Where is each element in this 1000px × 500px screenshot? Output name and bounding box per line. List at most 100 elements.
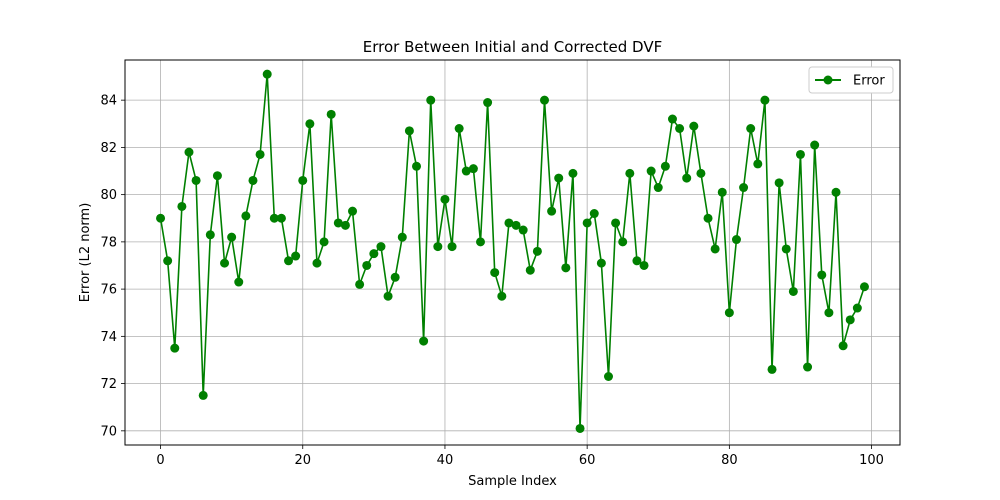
data-point [540, 95, 549, 105]
data-point [703, 213, 713, 223]
y-tick-label: 84 [100, 94, 117, 109]
data-point [454, 124, 464, 133]
data-point [412, 161, 422, 171]
data-point [220, 258, 230, 268]
data-point [845, 315, 855, 325]
data-point [269, 213, 279, 223]
data-point [440, 194, 450, 204]
data-point [355, 279, 365, 289]
data-point [831, 187, 841, 197]
data-point [255, 149, 265, 159]
data-point [575, 423, 585, 433]
data-point [262, 69, 272, 79]
data-point [625, 168, 635, 178]
y-tick-label: 78 [100, 235, 117, 250]
data-point [532, 246, 542, 256]
x-tick-label: 100 [859, 453, 884, 468]
data-point [205, 230, 215, 240]
data-point [767, 364, 777, 374]
data-point [568, 168, 578, 178]
plot-area-frame [124, 59, 901, 446]
data-point [724, 308, 734, 318]
data-point [497, 291, 507, 301]
data-point [419, 336, 429, 346]
data-point [383, 291, 393, 301]
data-point [476, 237, 485, 247]
data-point [582, 218, 592, 228]
data-point [426, 95, 436, 105]
y-tick-label: 72 [100, 377, 117, 392]
data-point [781, 244, 791, 254]
data-point [170, 343, 180, 353]
data-point [298, 175, 308, 185]
data-point [163, 256, 173, 266]
x-tick-label: 40 [437, 453, 454, 468]
data-point [717, 187, 727, 197]
data-point [667, 114, 677, 124]
data-point [547, 206, 557, 216]
data-point [397, 232, 407, 242]
data-point [177, 201, 187, 211]
x-tick-label: 60 [579, 453, 596, 468]
data-point [284, 256, 294, 266]
y-tick-label: 76 [100, 283, 117, 298]
legend-box [808, 66, 894, 94]
data-point [525, 265, 535, 275]
data-point [340, 220, 350, 230]
data-point [348, 206, 358, 216]
data-point [817, 270, 827, 280]
data-point [404, 126, 414, 136]
data-point [803, 362, 813, 372]
data-point [198, 390, 208, 400]
legend-marker-sample [823, 75, 833, 85]
data-point [774, 178, 784, 188]
series-error [156, 69, 869, 433]
data-point [660, 161, 670, 171]
x-tick-label: 0 [156, 453, 164, 468]
data-point [511, 220, 521, 230]
data-point [696, 168, 706, 178]
data-point [433, 242, 443, 252]
data-point [760, 95, 770, 105]
data-point [852, 303, 862, 313]
data-point [611, 218, 621, 228]
data-point [554, 173, 564, 183]
data-point [333, 218, 343, 228]
data-point [710, 244, 720, 254]
data-point [276, 213, 286, 223]
data-point [227, 232, 237, 242]
data-point [689, 121, 699, 131]
data-point [291, 251, 301, 261]
data-point [490, 268, 500, 278]
data-point [639, 260, 649, 270]
data-point [248, 175, 258, 185]
y-tick-label: 74 [100, 330, 117, 345]
x-axis-title: Sample Index [468, 474, 557, 489]
legend-entry-error: Error [853, 74, 885, 89]
data-point [312, 258, 322, 268]
y-tick-label: 82 [100, 141, 117, 156]
chart-title: Error Between Initial and Corrected DVF [363, 38, 662, 56]
data-point [319, 237, 329, 247]
data-point [184, 147, 194, 157]
data-point [447, 242, 457, 252]
data-point [596, 258, 606, 268]
data-point [305, 119, 315, 129]
data-point [212, 171, 222, 181]
data-point [326, 109, 336, 119]
data-point [191, 175, 201, 185]
grid-lines [125, 60, 900, 445]
data-point [362, 260, 372, 270]
data-point [461, 166, 471, 176]
x-tick-label: 80 [721, 453, 738, 468]
data-point [468, 164, 478, 174]
data-point [518, 225, 528, 235]
data-point [603, 372, 613, 381]
data-point [589, 209, 599, 219]
data-point [369, 249, 379, 259]
x-tick-label: 20 [294, 453, 311, 468]
data-point [156, 213, 166, 223]
data-point [739, 183, 749, 193]
data-point [795, 149, 805, 159]
